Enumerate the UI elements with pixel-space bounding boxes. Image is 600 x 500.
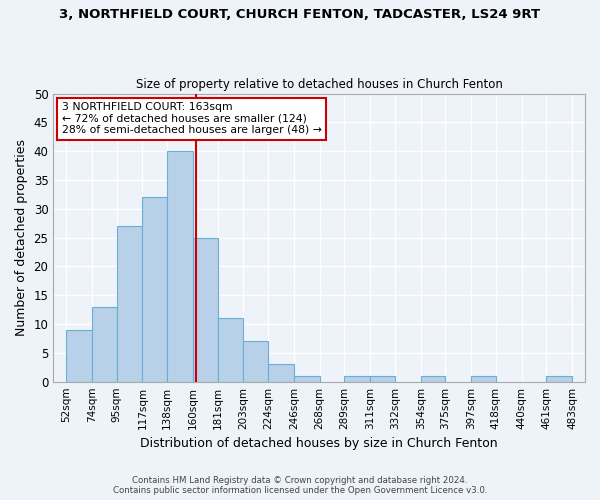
Text: 3 NORTHFIELD COURT: 163sqm
← 72% of detached houses are smaller (124)
28% of sem: 3 NORTHFIELD COURT: 163sqm ← 72% of deta… bbox=[62, 102, 322, 136]
Bar bbox=[268, 364, 294, 382]
Y-axis label: Number of detached properties: Number of detached properties bbox=[15, 139, 28, 336]
Bar bbox=[218, 318, 244, 382]
Bar bbox=[193, 238, 218, 382]
Text: 3, NORTHFIELD COURT, CHURCH FENTON, TADCASTER, LS24 9RT: 3, NORTHFIELD COURT, CHURCH FENTON, TADC… bbox=[59, 8, 541, 20]
Title: Size of property relative to detached houses in Church Fenton: Size of property relative to detached ho… bbox=[136, 78, 503, 91]
Bar bbox=[244, 342, 268, 382]
Bar bbox=[66, 330, 92, 382]
Bar bbox=[421, 376, 445, 382]
Bar bbox=[471, 376, 496, 382]
Bar bbox=[92, 307, 116, 382]
Text: Contains HM Land Registry data © Crown copyright and database right 2024.
Contai: Contains HM Land Registry data © Crown c… bbox=[113, 476, 487, 495]
Bar bbox=[370, 376, 395, 382]
Bar bbox=[294, 376, 320, 382]
Bar bbox=[546, 376, 572, 382]
X-axis label: Distribution of detached houses by size in Church Fenton: Distribution of detached houses by size … bbox=[140, 437, 498, 450]
Bar bbox=[344, 376, 370, 382]
Bar bbox=[142, 198, 167, 382]
Bar bbox=[167, 151, 193, 382]
Bar bbox=[116, 226, 142, 382]
